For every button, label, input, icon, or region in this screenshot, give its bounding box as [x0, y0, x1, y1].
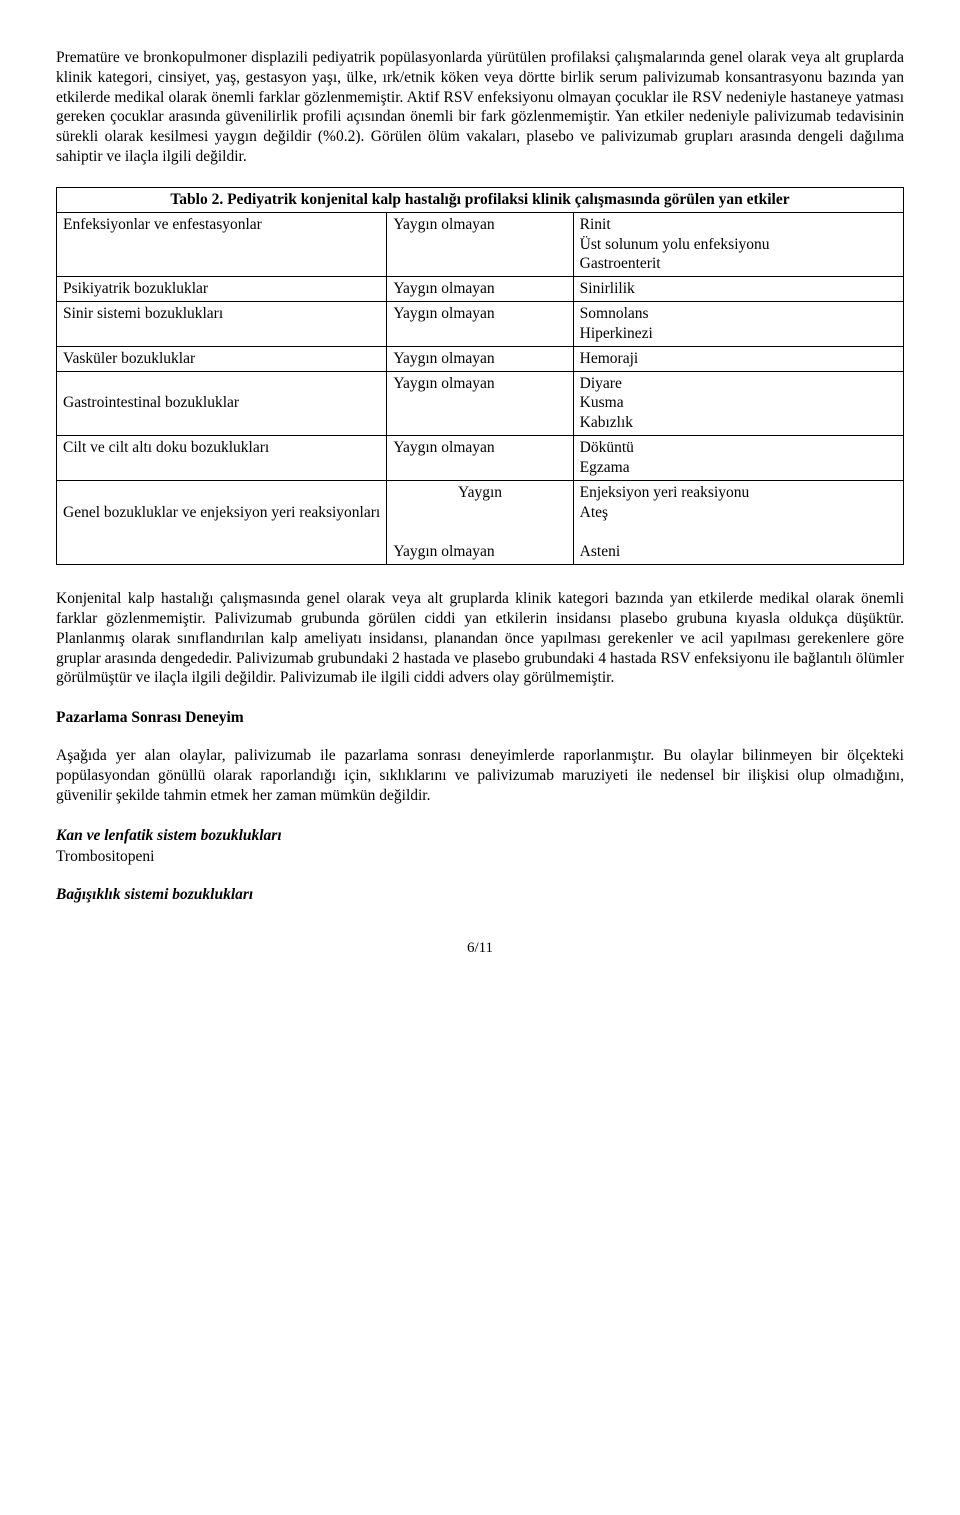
paragraph-3: Aşağıda yer alan olaylar, palivizumab il… — [56, 746, 904, 805]
table-cell: Yaygın olmayan — [387, 302, 573, 347]
table-row: Cilt ve cilt altı doku bozuklukları Yayg… — [57, 436, 904, 481]
table-cell: Yaygın olmayan — [387, 346, 573, 371]
page-number: 6/11 — [56, 939, 904, 958]
table-row: Genel bozukluklar ve enjeksiyon yeri rea… — [57, 480, 904, 564]
table-cell: Cilt ve cilt altı doku bozuklukları — [57, 436, 387, 481]
table-row: Psikiyatrik bozukluklar Yaygın olmayan S… — [57, 277, 904, 302]
table-2: Tablo 2. Pediyatrik konjenital kalp hast… — [56, 187, 904, 565]
table-cell: Psikiyatrik bozukluklar — [57, 277, 387, 302]
table-cell: Yaygın olmayan — [387, 212, 573, 276]
table-cell: Yaygın olmayan — [387, 371, 573, 435]
table-cell: Gastrointestinal bozukluklar — [57, 371, 387, 435]
heading-marketing: Pazarlama Sonrası Deneyim — [56, 708, 904, 728]
table-cell: Yaygın olmayan — [387, 436, 573, 481]
paragraph-1: Prematüre ve bronkopulmoner displazili p… — [56, 48, 904, 167]
table-cell: DiyareKusmaKabızlık — [573, 371, 903, 435]
subheading-blood: Kan ve lenfatik sistem bozuklukları — [56, 826, 904, 846]
subitem-blood: Trombositopeni — [56, 847, 904, 867]
table-row: Sinir sistemi bozuklukları Yaygın olmaya… — [57, 302, 904, 347]
table-cell: Sinir sistemi bozuklukları — [57, 302, 387, 347]
table-row: Enfeksiyonlar ve enfestasyonlar Yaygın o… — [57, 212, 904, 276]
table-cell: Hemoraji — [573, 346, 903, 371]
table-cell: Enfeksiyonlar ve enfestasyonlar — [57, 212, 387, 276]
table-cell-mixed: Yaygın Yaygın olmayan — [387, 480, 573, 564]
subheading-immune: Bağışıklık sistemi bozuklukları — [56, 885, 904, 905]
table-row: Gastrointestinal bozukluklar Yaygın olma… — [57, 371, 904, 435]
table-cell: RinitÜst solunum yolu enfeksiyonuGastroe… — [573, 212, 903, 276]
table-cell: SomnolansHiperkinezi — [573, 302, 903, 347]
table-row: Vasküler bozukluklar Yaygın olmayan Hemo… — [57, 346, 904, 371]
table-cell: Enjeksiyon yeri reaksiyonuAteş Asteni — [573, 480, 903, 564]
table-cell: Vasküler bozukluklar — [57, 346, 387, 371]
table-cell: Yaygın olmayan — [387, 277, 573, 302]
table-2-title: Tablo 2. Pediyatrik konjenital kalp hast… — [57, 187, 904, 212]
table-cell: Genel bozukluklar ve enjeksiyon yeri rea… — [57, 480, 387, 564]
table-cell: DöküntüEgzama — [573, 436, 903, 481]
paragraph-2: Konjenital kalp hastalığı çalışmasında g… — [56, 589, 904, 688]
table-cell: Sinirlilik — [573, 277, 903, 302]
